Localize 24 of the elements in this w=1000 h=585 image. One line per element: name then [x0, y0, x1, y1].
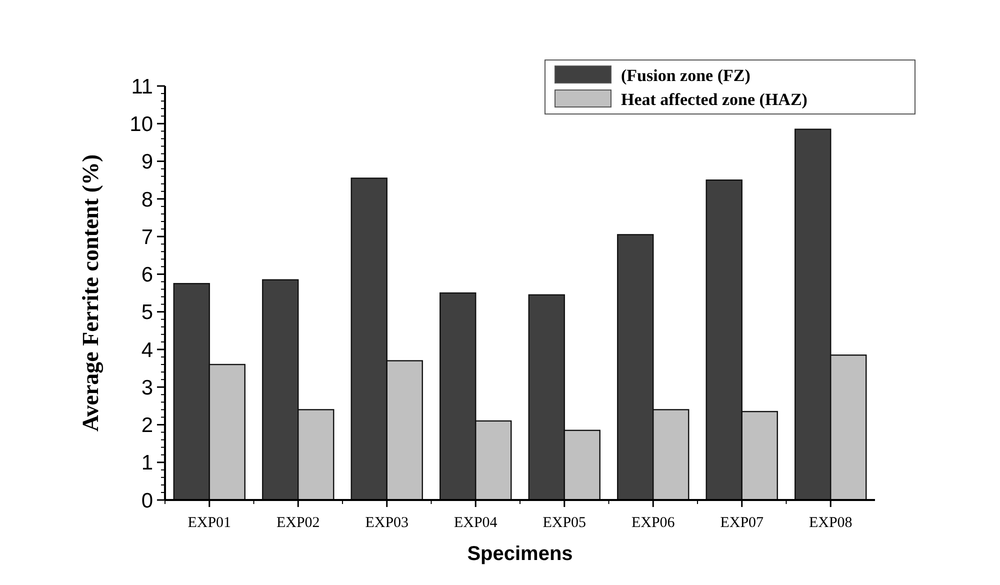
y-tick-label: 11	[131, 75, 153, 98]
legend-label: Heat affected zone (HAZ)	[621, 90, 808, 109]
legend-label: (Fusion zone (FZ)	[621, 66, 750, 85]
y-tick-label: 1	[141, 452, 153, 475]
x-axis-title: Specimens	[467, 543, 573, 565]
x-tick-label: EXP05	[542, 515, 586, 531]
y-axis-title: Average Ferrite content (%)	[78, 154, 104, 432]
y-tick-label: 6	[141, 264, 153, 287]
y-tick-label: 5	[141, 301, 153, 324]
x-tick-label: EXP02	[276, 515, 320, 531]
y-tick-label: 10	[130, 112, 153, 136]
y-tick-label: 4	[141, 338, 154, 362]
y-tick-label: 0	[141, 489, 153, 512]
y-tick-label: 7	[141, 226, 153, 249]
x-tick-label: EXP03	[365, 515, 409, 531]
y-tick-label: 3	[141, 376, 153, 400]
x-tick-label: EXP04	[454, 515, 498, 531]
x-tick-label: EXP07	[720, 515, 764, 531]
y-tick-label: 2	[141, 414, 153, 438]
y-tick-label: 9	[141, 150, 153, 174]
y-tick-label: 8	[141, 188, 153, 212]
x-tick-label: EXP06	[631, 515, 676, 531]
x-tick-label: EXP01	[188, 515, 232, 531]
x-tick-label: EXP08	[808, 515, 852, 531]
